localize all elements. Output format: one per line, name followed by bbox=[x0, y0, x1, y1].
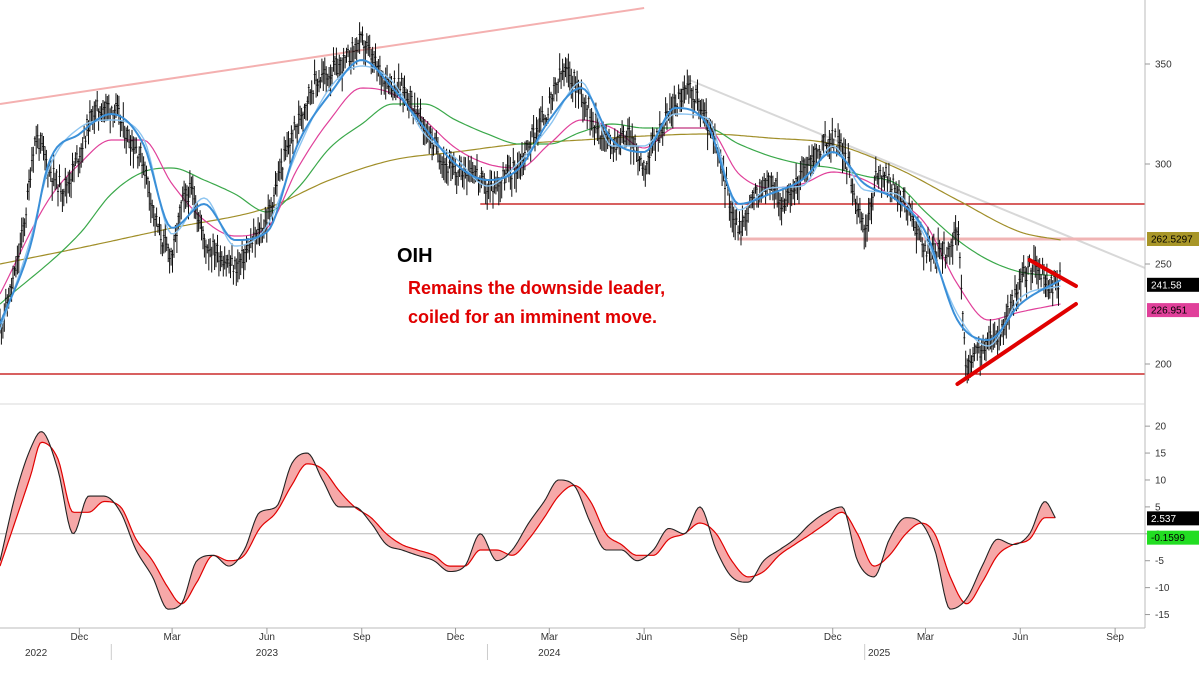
trendline-2 bbox=[689, 79, 1146, 269]
osc-fill bbox=[479, 533, 483, 551]
x-tick-label: Sep bbox=[1106, 632, 1124, 643]
osc-y-tick-label: -15 bbox=[1155, 610, 1170, 621]
x-tick-label: Sep bbox=[353, 632, 371, 643]
oscillator-panel bbox=[0, 431, 1145, 610]
osc-fill bbox=[477, 533, 481, 552]
price-y-tick-label: 200 bbox=[1155, 360, 1172, 371]
ma-fast-line bbox=[0, 59, 1062, 342]
pattern-line-1 bbox=[1027, 258, 1078, 288]
x-tick-label: Jun bbox=[636, 632, 652, 643]
price-panel bbox=[0, 7, 1146, 386]
pattern-line-2 bbox=[955, 302, 1078, 386]
osc-y-tick-label: 20 bbox=[1155, 422, 1167, 433]
osc-fill bbox=[103, 495, 107, 502]
osc-flag-2: -0.1599 bbox=[1147, 530, 1199, 545]
osc-flag-1: 2.537 bbox=[1147, 511, 1199, 526]
osc-y-tick-label: -5 bbox=[1155, 556, 1164, 567]
osc-y-tick-label: 5 bbox=[1155, 502, 1161, 513]
annotation-line-1: Remains the downside leader, bbox=[408, 278, 665, 298]
osc-fill bbox=[1043, 501, 1047, 519]
price-flag-1-box bbox=[1147, 232, 1199, 246]
osc-fill bbox=[495, 549, 499, 561]
price-flag-3-text: 226.951 bbox=[1151, 306, 1188, 317]
osc-fill bbox=[163, 580, 167, 609]
osc-fill bbox=[451, 565, 455, 572]
osc-fill bbox=[227, 560, 231, 567]
x-tick-label: Jun bbox=[1012, 632, 1028, 643]
osc-flag-2-box bbox=[1147, 530, 1199, 545]
x-tick-label: Dec bbox=[447, 632, 465, 643]
osc-fill bbox=[497, 549, 501, 561]
osc-fill bbox=[305, 452, 309, 465]
x-tick-label: Jun bbox=[259, 632, 275, 643]
osc-y-tick-label: 10 bbox=[1155, 475, 1167, 486]
x-tick-label: Dec bbox=[824, 632, 842, 643]
axes: 200250300350-15-10-505101520DecMarJunSep… bbox=[0, 0, 1172, 660]
osc-fill bbox=[871, 564, 875, 578]
x-tick-label: Mar bbox=[541, 632, 559, 643]
x-tick-label: Mar bbox=[163, 632, 181, 643]
osc-fill bbox=[635, 555, 639, 561]
price-flag-3: 226.951 bbox=[1147, 303, 1199, 318]
osc-flag-1-text: 2.537 bbox=[1151, 514, 1176, 525]
osc-main-line bbox=[0, 431, 1056, 610]
price-flag-2: 241.58 bbox=[1147, 277, 1199, 292]
osc-flag-1-box bbox=[1147, 511, 1199, 526]
x-tick-label: Sep bbox=[730, 632, 748, 643]
trendline-1 bbox=[0, 7, 645, 105]
osc-y-tick-label: 15 bbox=[1155, 449, 1167, 460]
osc-fill bbox=[91, 495, 95, 512]
osc-fill bbox=[499, 550, 503, 561]
price-flag-1-text: 262.5297 bbox=[1151, 235, 1193, 246]
annotation-line-2: coiled for an imminent move. bbox=[408, 307, 657, 327]
osc-y-tick-label: -10 bbox=[1155, 583, 1170, 594]
price-flag-2-box bbox=[1147, 277, 1199, 292]
ticker-label: OIH bbox=[397, 245, 433, 267]
price-y-tick-label: 300 bbox=[1155, 160, 1172, 171]
osc-fill bbox=[453, 565, 457, 572]
osc-fill bbox=[39, 431, 43, 444]
x-tick-label: Mar bbox=[917, 632, 935, 643]
osc-fill bbox=[449, 565, 453, 572]
price-flag-1: 262.5297 bbox=[1147, 232, 1199, 246]
price-flag-2-text: 241.58 bbox=[1151, 280, 1182, 291]
x-year-label: 2024 bbox=[538, 648, 561, 659]
osc-fill bbox=[447, 565, 451, 572]
osc-fill bbox=[87, 495, 91, 513]
x-tick-label: Dec bbox=[70, 632, 88, 643]
osc-fill bbox=[71, 511, 75, 534]
osc-fill bbox=[669, 528, 673, 539]
price-flag-3-box bbox=[1147, 303, 1199, 318]
value-flags: 262.5297 241.58 226.951 2.537 -0.1599 bbox=[1147, 232, 1199, 545]
osc-signal-line bbox=[0, 441, 1056, 605]
osc-flag-2-text: -0.1599 bbox=[1151, 533, 1185, 544]
osc-fill bbox=[699, 506, 703, 524]
annotation: OIH Remains the downside leader, coiled … bbox=[397, 245, 665, 327]
osc-fill bbox=[89, 495, 93, 513]
x-year-label: 2022 bbox=[25, 648, 48, 659]
price-y-tick-label: 250 bbox=[1155, 260, 1172, 271]
price-y-tick-label: 350 bbox=[1155, 60, 1172, 71]
x-year-label: 2025 bbox=[868, 648, 891, 659]
x-year-label: 2023 bbox=[256, 648, 279, 659]
osc-fill bbox=[697, 506, 701, 524]
